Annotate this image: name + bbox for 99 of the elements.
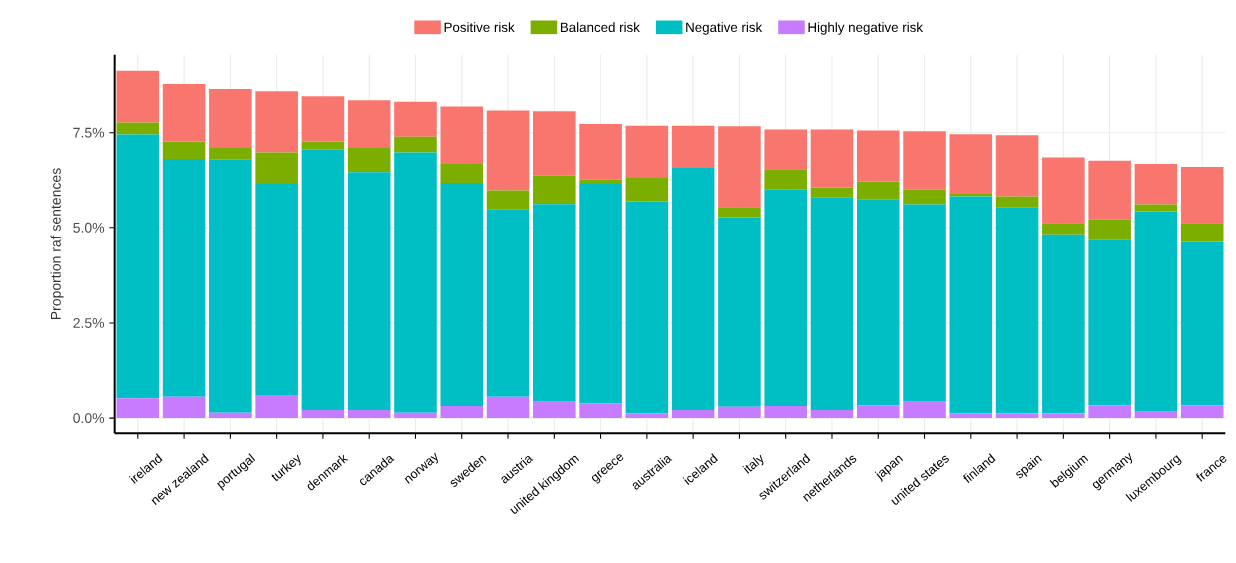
bar <box>810 197 854 411</box>
bar <box>995 207 1039 414</box>
bar <box>1042 157 1085 224</box>
y-tick-label: 2.5% <box>73 318 105 329</box>
y-tick-label: 0.0% <box>73 413 105 424</box>
bar <box>903 189 946 205</box>
bar <box>440 106 484 165</box>
bar <box>810 410 854 419</box>
bar <box>162 396 206 419</box>
bar <box>671 168 715 411</box>
bar <box>209 412 252 419</box>
bar <box>1180 405 1224 419</box>
bar <box>579 184 622 404</box>
bar <box>764 189 807 407</box>
bar <box>301 141 345 150</box>
bar <box>810 187 854 198</box>
bar <box>995 196 1039 208</box>
bar <box>301 96 345 142</box>
bar <box>394 412 437 419</box>
bar <box>533 401 576 419</box>
bar <box>949 196 993 414</box>
bar <box>1134 411 1178 419</box>
bar <box>1042 234 1085 414</box>
bar <box>162 84 206 142</box>
legend-label: Highly negative risk <box>808 22 924 35</box>
legend-label: Positive risk <box>444 22 515 33</box>
bar <box>856 199 900 406</box>
bar <box>718 406 761 419</box>
bar <box>903 401 946 419</box>
bar <box>255 152 298 185</box>
bar <box>625 201 669 414</box>
bar <box>1088 161 1131 220</box>
bar <box>347 148 391 173</box>
y-tick-label: 5.0% <box>73 223 105 233</box>
bar <box>301 149 345 411</box>
bar <box>579 124 622 181</box>
bar <box>394 152 437 413</box>
bar <box>394 102 437 138</box>
bar <box>162 141 206 160</box>
bar <box>903 204 946 402</box>
bar <box>209 159 252 413</box>
bar <box>255 91 298 153</box>
bar <box>579 403 622 419</box>
bar <box>486 110 530 191</box>
bar <box>718 126 761 208</box>
legend-label: Negative risk <box>686 22 763 35</box>
bar <box>347 410 391 419</box>
bar <box>116 398 160 419</box>
bar <box>116 134 160 399</box>
bar <box>810 129 854 188</box>
bar <box>1134 164 1178 205</box>
bar <box>1088 405 1131 419</box>
bar <box>255 395 298 419</box>
bar <box>671 125 715 169</box>
y-axis-title: Proportion raf sentences <box>50 168 64 320</box>
bar <box>486 190 530 210</box>
bar <box>764 129 807 170</box>
bar <box>209 148 252 160</box>
bar <box>116 70 160 123</box>
bar <box>903 131 946 190</box>
bar <box>301 410 345 419</box>
bar <box>856 181 900 200</box>
bar <box>1134 211 1178 412</box>
bar <box>347 172 391 411</box>
bar <box>718 207 761 218</box>
bar <box>764 406 807 419</box>
bar <box>440 406 484 419</box>
bar <box>486 396 530 419</box>
bar <box>949 194 993 197</box>
bar <box>1180 241 1224 406</box>
bar <box>579 180 622 185</box>
bar <box>949 134 993 195</box>
bar <box>1088 219 1131 240</box>
bar <box>440 183 484 407</box>
bar <box>255 184 298 396</box>
bar <box>764 169 807 190</box>
bar <box>209 89 252 149</box>
bar <box>856 130 900 182</box>
bar <box>533 111 576 176</box>
bar <box>625 125 669 179</box>
bar <box>394 137 437 153</box>
bar <box>1180 223 1224 242</box>
bar <box>440 164 484 184</box>
bar <box>1042 223 1085 235</box>
bar <box>347 100 391 149</box>
bar <box>1088 239 1131 406</box>
legend-label: Balanced risk <box>560 22 640 33</box>
bar <box>162 159 206 397</box>
bar <box>625 178 669 202</box>
bar <box>116 122 160 135</box>
bar <box>1180 167 1224 224</box>
bar <box>995 135 1039 197</box>
bar <box>533 175 576 205</box>
bar <box>718 217 761 407</box>
y-tick-label: 7.5% <box>73 127 105 138</box>
bar <box>671 410 715 419</box>
bar <box>856 405 900 419</box>
bar <box>486 209 530 397</box>
bar <box>533 204 576 402</box>
